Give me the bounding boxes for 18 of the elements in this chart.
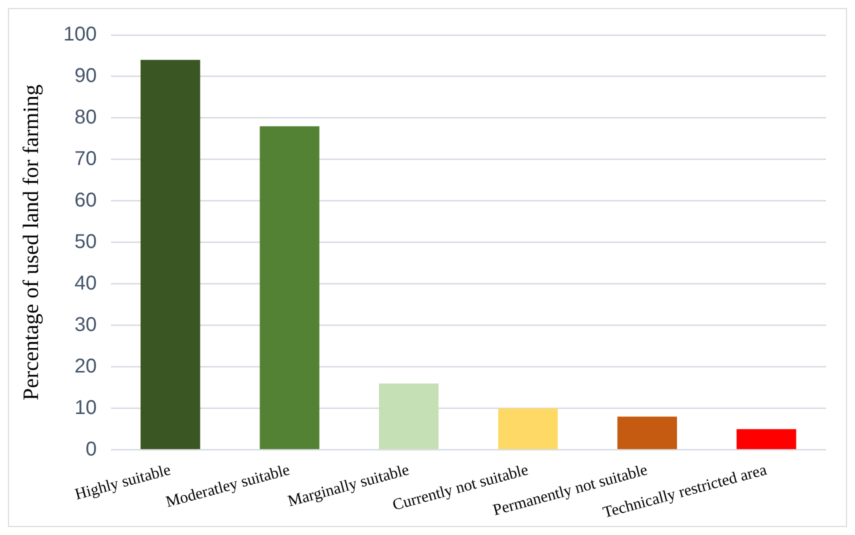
y-tick-label: 60 xyxy=(74,189,97,212)
y-tick-label: 40 xyxy=(74,272,97,294)
bar xyxy=(260,126,320,450)
y-tick-label: 10 xyxy=(74,396,97,419)
bar xyxy=(498,408,558,450)
y-tick-label: 80 xyxy=(74,106,97,128)
y-tick-label: 100 xyxy=(63,24,97,46)
y-tick-label: 90 xyxy=(74,65,97,87)
y-tick-label: 50 xyxy=(74,230,97,253)
y-axis-title: Percentage of used land for farming xyxy=(18,84,43,400)
y-tick-label: 70 xyxy=(74,148,97,170)
y-tick-label: 0 xyxy=(86,438,97,460)
bar xyxy=(617,416,677,450)
y-tick-label: 30 xyxy=(74,314,97,336)
bar xyxy=(736,429,796,450)
bar xyxy=(140,60,200,450)
bar xyxy=(378,383,439,450)
y-tick-label: 20 xyxy=(74,355,97,378)
